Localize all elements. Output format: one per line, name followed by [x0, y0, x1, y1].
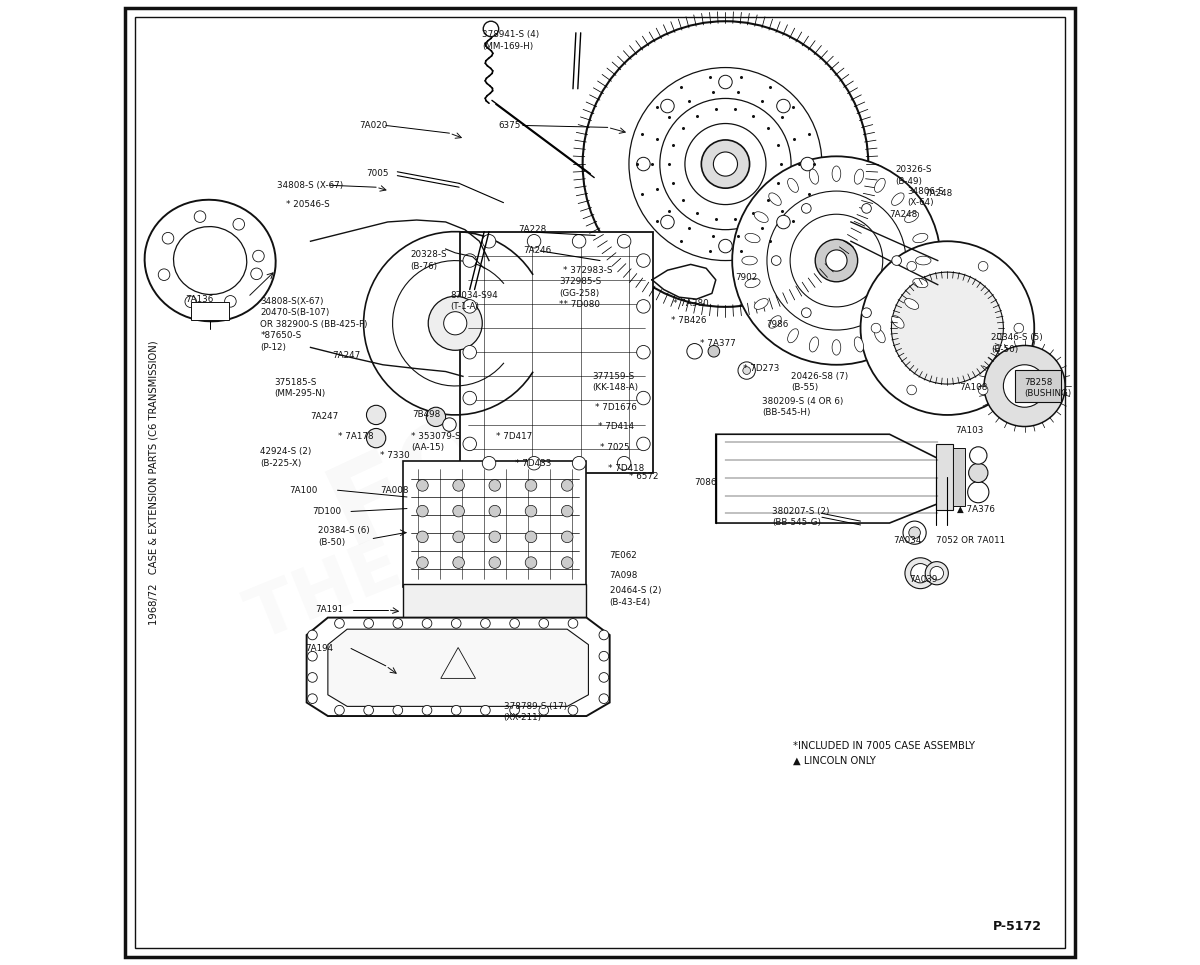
Circle shape — [862, 204, 871, 213]
Circle shape — [661, 215, 674, 229]
Circle shape — [776, 99, 791, 113]
Circle shape — [463, 254, 476, 267]
Circle shape — [637, 437, 650, 451]
Ellipse shape — [145, 200, 276, 321]
Circle shape — [510, 619, 520, 628]
Circle shape — [233, 218, 245, 230]
Text: 7086: 7086 — [695, 478, 716, 487]
Circle shape — [892, 272, 1003, 384]
Text: 378941-S (4)
(MM-169-H): 378941-S (4) (MM-169-H) — [482, 30, 540, 51]
Circle shape — [562, 506, 572, 517]
Circle shape — [451, 705, 461, 715]
Ellipse shape — [913, 278, 928, 288]
Circle shape — [394, 705, 403, 715]
Text: 20384-S (6)
(B-50): 20384-S (6) (B-50) — [318, 526, 370, 547]
Text: 7A103: 7A103 — [955, 426, 984, 435]
Circle shape — [490, 557, 500, 568]
Circle shape — [871, 323, 881, 333]
Polygon shape — [715, 434, 942, 523]
Circle shape — [599, 630, 608, 640]
Text: 7D100: 7D100 — [312, 507, 342, 516]
Circle shape — [978, 385, 988, 395]
Text: 7A246: 7A246 — [523, 246, 551, 256]
Text: 7A098: 7A098 — [610, 570, 638, 580]
Circle shape — [905, 558, 936, 589]
Circle shape — [335, 705, 344, 715]
Circle shape — [526, 506, 536, 517]
Circle shape — [490, 531, 500, 542]
Ellipse shape — [809, 337, 818, 352]
Circle shape — [802, 308, 811, 317]
Text: FORD: FORD — [313, 321, 674, 566]
Circle shape — [776, 215, 791, 229]
Circle shape — [568, 705, 578, 715]
Circle shape — [194, 210, 206, 222]
Circle shape — [562, 480, 572, 491]
Circle shape — [307, 694, 317, 703]
Text: 7A020: 7A020 — [359, 121, 388, 130]
Circle shape — [617, 456, 631, 470]
Text: 380207-S (2)
(BB-545-G): 380207-S (2) (BB-545-G) — [772, 507, 829, 528]
Ellipse shape — [769, 193, 781, 206]
Ellipse shape — [854, 337, 864, 352]
Circle shape — [527, 456, 541, 470]
Circle shape — [490, 480, 500, 491]
Circle shape — [526, 557, 536, 568]
Circle shape — [490, 506, 500, 517]
Text: 34806-S
(X-64): 34806-S (X-64) — [907, 186, 943, 207]
Text: 7A248: 7A248 — [889, 209, 918, 219]
Circle shape — [572, 234, 586, 248]
Ellipse shape — [174, 227, 247, 294]
Circle shape — [904, 521, 926, 544]
Ellipse shape — [754, 298, 768, 310]
Text: 87034-S94
(T-1-A): 87034-S94 (T-1-A) — [450, 290, 498, 312]
Text: 7A008: 7A008 — [380, 485, 408, 495]
Circle shape — [637, 254, 650, 267]
Text: 20464-S (2)
(B-43-E4): 20464-S (2) (B-43-E4) — [610, 586, 661, 607]
Circle shape — [307, 673, 317, 682]
Circle shape — [637, 157, 650, 171]
Text: * 7A377: * 7A377 — [701, 339, 736, 348]
Circle shape — [572, 456, 586, 470]
Circle shape — [444, 312, 467, 335]
Circle shape — [908, 527, 920, 538]
Circle shape — [366, 405, 385, 425]
Circle shape — [539, 619, 548, 628]
Text: 7E062: 7E062 — [610, 551, 637, 561]
Circle shape — [394, 619, 403, 628]
Text: 7A039: 7A039 — [908, 574, 937, 584]
Text: * 353079-S
(AA-15): * 353079-S (AA-15) — [410, 431, 461, 453]
Text: 7A108: 7A108 — [959, 383, 988, 393]
Circle shape — [452, 557, 464, 568]
Circle shape — [416, 506, 428, 517]
Circle shape — [599, 651, 608, 661]
Ellipse shape — [832, 166, 841, 181]
Ellipse shape — [913, 234, 928, 243]
Ellipse shape — [769, 316, 781, 328]
Ellipse shape — [809, 169, 818, 184]
Circle shape — [366, 428, 385, 448]
Text: 20346-S (5)
(B-50): 20346-S (5) (B-50) — [991, 333, 1043, 354]
Circle shape — [862, 308, 871, 317]
Circle shape — [480, 619, 491, 628]
Circle shape — [568, 619, 578, 628]
Ellipse shape — [892, 193, 904, 206]
Text: 380209-S (4 OR 6)
(BB-545-H): 380209-S (4 OR 6) (BB-545-H) — [762, 397, 844, 418]
Circle shape — [162, 233, 174, 244]
Text: 7A247: 7A247 — [332, 350, 361, 360]
Circle shape — [708, 345, 720, 357]
Circle shape — [484, 21, 499, 37]
Circle shape — [599, 673, 608, 682]
Text: P-5172: P-5172 — [992, 921, 1042, 933]
Text: 42924-S (2)
(B-225-X): 42924-S (2) (B-225-X) — [260, 447, 312, 468]
Text: * 6572: * 6572 — [629, 472, 659, 482]
Text: * 372983-S: * 372983-S — [563, 265, 613, 275]
Text: 34808-S (X-67): 34808-S (X-67) — [277, 180, 343, 190]
Circle shape — [743, 367, 750, 374]
Text: *INCLUDED IN 7005 CASE ASSEMBLY
▲ LINCOLN ONLY: *INCLUDED IN 7005 CASE ASSEMBLY ▲ LINCOL… — [793, 741, 974, 766]
Circle shape — [637, 300, 650, 314]
Ellipse shape — [905, 211, 919, 223]
Text: * 7D418: * 7D418 — [607, 464, 644, 474]
Ellipse shape — [905, 298, 919, 310]
Text: 1968/72   CASE & EXTENSION PARTS (C6 TRANSMISSION): 1968/72 CASE & EXTENSION PARTS (C6 TRANS… — [149, 341, 158, 624]
